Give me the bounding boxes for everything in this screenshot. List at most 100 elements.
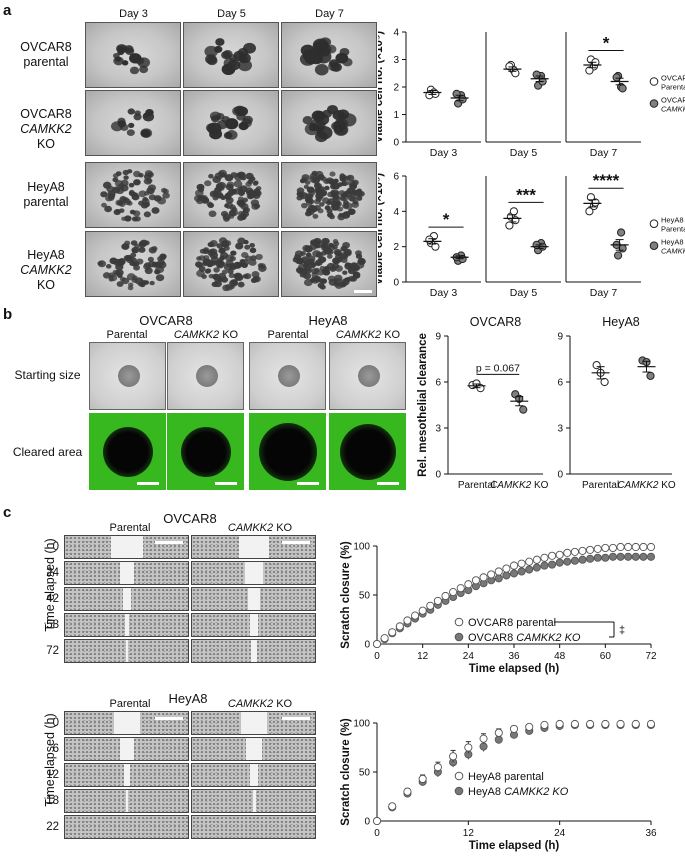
data-point <box>555 719 564 729</box>
legend-label: OVCAR8 <box>661 74 685 83</box>
panel-label-c: c <box>3 504 12 521</box>
legend-marker <box>454 771 464 781</box>
scratch-image <box>64 613 189 637</box>
legend-label: HeyA8 <box>661 238 684 247</box>
c-bottom-parental: Parental <box>109 698 151 710</box>
data-point <box>593 553 602 562</box>
y-tick-label: 1 <box>393 110 399 121</box>
legend-label: Parental <box>661 83 685 92</box>
c-top-title: OVCAR8 <box>163 511 217 526</box>
y-axis-label: Scratch closure (%) <box>340 541 352 649</box>
data-point <box>570 719 579 729</box>
data-point <box>479 734 488 743</box>
significance-label: * <box>443 210 450 229</box>
scratch-image <box>191 613 316 637</box>
data-point <box>624 552 633 561</box>
starting-spheroid-image <box>329 342 406 410</box>
scale-bar <box>354 290 372 293</box>
data-point <box>585 66 594 75</box>
legend-label: Parental <box>661 225 685 234</box>
data-point <box>418 774 427 783</box>
data-point <box>608 543 617 553</box>
legend-marker <box>649 241 659 250</box>
chart-title: HeyA8 <box>602 315 640 329</box>
scratch-image <box>64 587 189 611</box>
chart-title: OVCAR8 <box>470 315 521 329</box>
data-point <box>494 728 503 737</box>
x-tick-label: 24 <box>554 828 566 839</box>
data-point <box>433 763 442 772</box>
scratch-image <box>191 789 316 813</box>
scratch-image <box>64 561 189 585</box>
data-point <box>388 628 397 637</box>
time-label: 0 <box>52 541 59 553</box>
legend-label: HeyA8 CAMKK2 KO <box>468 786 569 798</box>
y-tick-label: 0 <box>393 278 399 289</box>
cleared-area-image <box>89 413 166 490</box>
b-header-ovcar8: OVCAR8 <box>139 313 193 328</box>
x-tick-label: Day 3 <box>430 287 458 299</box>
panel-label-a: a <box>3 2 12 19</box>
y-tick-label: 100 <box>353 542 370 553</box>
scratch-image <box>64 737 189 761</box>
data-point <box>502 564 511 573</box>
data-point <box>433 596 442 605</box>
b-cond-parental-1: Parental <box>106 329 148 341</box>
y-tick-label: 4 <box>393 28 399 39</box>
y-axis-label: Rel. mesothelial clearance <box>417 333 429 477</box>
data-point <box>548 551 557 560</box>
scratch-image <box>64 639 189 663</box>
scratch-image <box>191 763 316 787</box>
scale-bar <box>282 717 310 720</box>
b-row-cleared-area: Cleared area <box>12 445 83 459</box>
data-point <box>479 573 488 582</box>
data-point <box>441 591 450 601</box>
spheroid-micrograph <box>281 231 377 297</box>
data-point <box>616 542 625 552</box>
data-point <box>519 405 528 414</box>
time-label: 24 <box>46 567 59 579</box>
data-point <box>631 542 640 552</box>
y-tick-label: 6 <box>393 172 399 183</box>
x-tick-label: Parental <box>458 480 495 491</box>
data-point <box>563 548 572 557</box>
row-label-heya8-ko: HeyA8 CAMKK2 KO <box>20 248 72 292</box>
x-tick-label: Day 5 <box>510 147 538 159</box>
y-tick-label: 0 <box>393 138 399 149</box>
data-point <box>586 719 595 729</box>
time-label: 12 <box>46 769 59 781</box>
c-top-ko: CAMKK2 KO <box>227 522 293 534</box>
significance-label: * <box>603 34 610 53</box>
data-point <box>601 553 610 562</box>
legend-marker <box>649 219 659 228</box>
data-point <box>431 242 440 251</box>
y-tick-label: 4 <box>393 207 399 218</box>
y-tick-label: 50 <box>359 768 371 779</box>
significance-label: *** <box>516 185 536 204</box>
legend-marker <box>454 617 464 627</box>
y-tick-label: 0 <box>557 470 563 481</box>
data-point <box>624 542 633 552</box>
panel-label-b: b <box>3 306 13 323</box>
data-point <box>494 567 503 576</box>
significance-label: ‡ <box>619 625 625 637</box>
data-point <box>464 580 473 589</box>
time-label: 0 <box>52 717 59 729</box>
legend-marker <box>649 99 659 108</box>
y-tick-label: 6 <box>557 378 563 389</box>
scale-bar <box>282 541 310 544</box>
scratch-image <box>64 535 189 559</box>
data-point <box>586 193 595 202</box>
data-point <box>639 552 648 561</box>
scratch-image <box>191 535 316 559</box>
spheroid-micrograph <box>85 162 181 228</box>
data-point <box>505 62 514 71</box>
spheroid-micrograph <box>183 90 279 156</box>
data-point <box>548 560 557 569</box>
data-point <box>509 561 519 570</box>
data-point <box>586 554 595 563</box>
row-label-heya8-parental: HeyA8 parental <box>23 180 69 209</box>
data-point <box>388 802 397 811</box>
data-point <box>616 552 625 561</box>
b-cond-ko-1: CAMKK2 KO <box>173 329 239 341</box>
